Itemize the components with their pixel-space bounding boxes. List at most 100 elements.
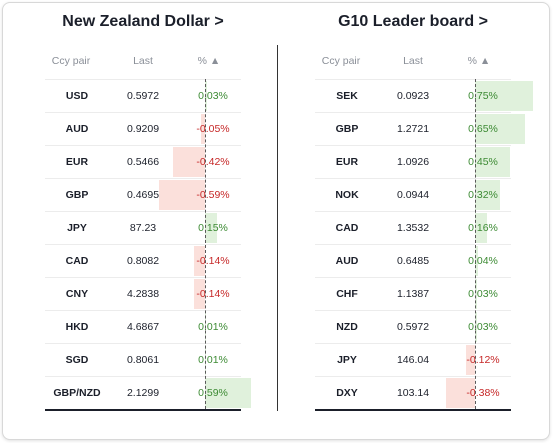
pct-change-cell: -0.14% bbox=[196, 255, 230, 267]
change-bar bbox=[475, 114, 526, 144]
last-price-cell: 0.6485 bbox=[396, 255, 430, 267]
ccy-pair-cell: JPY bbox=[67, 222, 87, 234]
pct-change-cell: -0.14% bbox=[196, 288, 230, 300]
pct-change-cell: -0.38% bbox=[466, 387, 500, 399]
table-row[interactable]: JPY 87.23 0.15% bbox=[45, 211, 241, 244]
pct-change-cell: 0.03% bbox=[468, 321, 498, 333]
header-ccy-pair[interactable]: Ccy pair bbox=[51, 55, 91, 67]
ccy-pair-cell: CHF bbox=[336, 288, 358, 300]
table-row[interactable]: DXY 103.14 -0.38% bbox=[315, 376, 511, 409]
pct-change-cell: -0.42% bbox=[196, 156, 230, 168]
pct-change-cell: 0.65% bbox=[468, 123, 498, 135]
table-row[interactable]: GBP/NZD 2.1299 0.59% bbox=[45, 376, 251, 409]
last-price-cell: 1.3532 bbox=[396, 222, 430, 234]
table-row[interactable]: CAD 1.3532 0.16% bbox=[315, 211, 511, 244]
header-pct-change-sort[interactable]: % ▲ bbox=[467, 55, 491, 67]
ccy-pair-cell: DXY bbox=[336, 387, 358, 399]
change-bar bbox=[159, 180, 205, 210]
last-price-cell: 146.04 bbox=[396, 354, 430, 366]
last-price-cell: 0.5972 bbox=[396, 321, 430, 333]
g10-table-header: Ccy pair Last % ▲ bbox=[315, 55, 511, 73]
ccy-pair-cell: USD bbox=[65, 90, 89, 102]
ccy-pair-cell: EUR bbox=[65, 156, 89, 168]
pct-change-cell: 0.01% bbox=[198, 354, 228, 366]
ccy-pair-cell: JPY bbox=[337, 354, 357, 366]
table-row[interactable]: CHF 1.1387 0.03% bbox=[315, 277, 511, 310]
change-bar bbox=[194, 279, 205, 309]
ccy-pair-cell: HKD bbox=[65, 321, 89, 333]
last-price-cell: 4.6867 bbox=[126, 321, 160, 333]
table-row[interactable]: EUR 1.0926 0.45% bbox=[315, 145, 511, 178]
g10-panel-title-link[interactable]: G10 Leader board > bbox=[338, 13, 488, 30]
ccy-pair-cell: AUD bbox=[65, 123, 89, 135]
table-row[interactable]: CAD 0.8082 -0.14% bbox=[45, 244, 241, 277]
last-price-cell: 0.4695 bbox=[126, 189, 160, 201]
table-row[interactable]: AUD 0.9209 -0.05% bbox=[45, 112, 241, 145]
pct-change-cell: -0.12% bbox=[466, 354, 500, 366]
last-price-cell: 87.23 bbox=[129, 222, 157, 234]
pct-change-cell: 0.59% bbox=[198, 387, 228, 399]
header-last[interactable]: Last bbox=[133, 55, 153, 67]
last-price-cell: 0.8082 bbox=[126, 255, 160, 267]
header-last[interactable]: Last bbox=[403, 55, 423, 67]
pct-change-cell: 0.16% bbox=[468, 222, 498, 234]
pct-change-cell: 0.01% bbox=[198, 321, 228, 333]
table-row[interactable]: SGD 0.8061 0.01% bbox=[45, 343, 241, 376]
table-row[interactable]: GBP 0.4695 -0.59% bbox=[45, 178, 241, 211]
table-bottom-rule bbox=[45, 409, 241, 411]
change-bar bbox=[475, 81, 533, 111]
change-bar bbox=[475, 246, 479, 276]
ccy-pair-cell: GBP bbox=[65, 189, 89, 201]
ccy-pair-cell: CNY bbox=[65, 288, 89, 300]
change-bar bbox=[465, 345, 475, 375]
last-price-cell: 2.1299 bbox=[126, 387, 160, 399]
header-pct-change-sort[interactable]: % ▲ bbox=[197, 55, 221, 67]
table-row[interactable]: EUR 0.5466 -0.42% bbox=[45, 145, 241, 178]
table-row[interactable]: AUD 0.6485 0.04% bbox=[315, 244, 511, 277]
zero-line bbox=[475, 79, 476, 409]
table-row[interactable]: NOK 0.0944 0.32% bbox=[315, 178, 511, 211]
table-row[interactable]: NZD 0.5972 0.03% bbox=[315, 310, 511, 343]
change-bar bbox=[475, 180, 500, 210]
nzd-panel-title-link[interactable]: New Zealand Dollar > bbox=[62, 13, 224, 30]
last-price-cell: 0.0944 bbox=[396, 189, 430, 201]
table-bottom-rule bbox=[315, 409, 511, 411]
widget-card: New Zealand Dollar > Ccy pair Last % ▲ U… bbox=[2, 2, 550, 440]
nzd-table-header: Ccy pair Last % ▲ bbox=[45, 55, 241, 73]
last-price-cell: 0.8061 bbox=[126, 354, 160, 366]
ccy-pair-cell: GBP/NZD bbox=[53, 387, 101, 399]
change-bar bbox=[475, 147, 510, 177]
last-price-cell: 1.1387 bbox=[396, 288, 430, 300]
pct-change-cell: -0.05% bbox=[196, 123, 230, 135]
last-price-cell: 0.5972 bbox=[126, 90, 160, 102]
ccy-pair-cell: AUD bbox=[335, 255, 359, 267]
last-price-cell: 0.0923 bbox=[396, 90, 430, 102]
panel-divider bbox=[277, 45, 278, 411]
table-row[interactable]: USD 0.5972 0.03% bbox=[45, 79, 241, 112]
ccy-pair-cell: CAD bbox=[65, 255, 89, 267]
table-row[interactable]: HKD 4.6867 0.01% bbox=[45, 310, 241, 343]
pct-change-cell: 0.75% bbox=[468, 90, 498, 102]
table-row[interactable]: JPY 146.04 -0.12% bbox=[315, 343, 511, 376]
pct-change-cell: 0.15% bbox=[198, 222, 228, 234]
change-bar bbox=[445, 378, 475, 408]
table-row[interactable]: CNY 4.2838 -0.14% bbox=[45, 277, 241, 310]
last-price-cell: 103.14 bbox=[396, 387, 430, 399]
g10-table: SEK 0.0923 0.75% GBP 1.2721 0.65% EUR 1.0926 0.4… bbox=[315, 79, 533, 409]
last-price-cell: 4.2838 bbox=[126, 288, 160, 300]
ccy-pair-cell: NZD bbox=[336, 321, 358, 333]
header-ccy-pair[interactable]: Ccy pair bbox=[321, 55, 361, 67]
change-bar bbox=[172, 147, 205, 177]
ccy-pair-cell: EUR bbox=[335, 156, 359, 168]
change-bar bbox=[475, 213, 488, 243]
change-bar bbox=[205, 81, 208, 111]
last-price-cell: 1.0926 bbox=[396, 156, 430, 168]
ccy-pair-cell: NOK bbox=[335, 189, 359, 201]
change-bar bbox=[475, 279, 478, 309]
ccy-pair-cell: CAD bbox=[335, 222, 359, 234]
table-row[interactable]: GBP 1.2721 0.65% bbox=[315, 112, 526, 145]
ccy-pair-cell: SEK bbox=[336, 90, 358, 102]
pct-change-cell: 0.03% bbox=[468, 288, 498, 300]
change-bar bbox=[205, 213, 217, 243]
table-row[interactable]: SEK 0.0923 0.75% bbox=[315, 79, 533, 112]
